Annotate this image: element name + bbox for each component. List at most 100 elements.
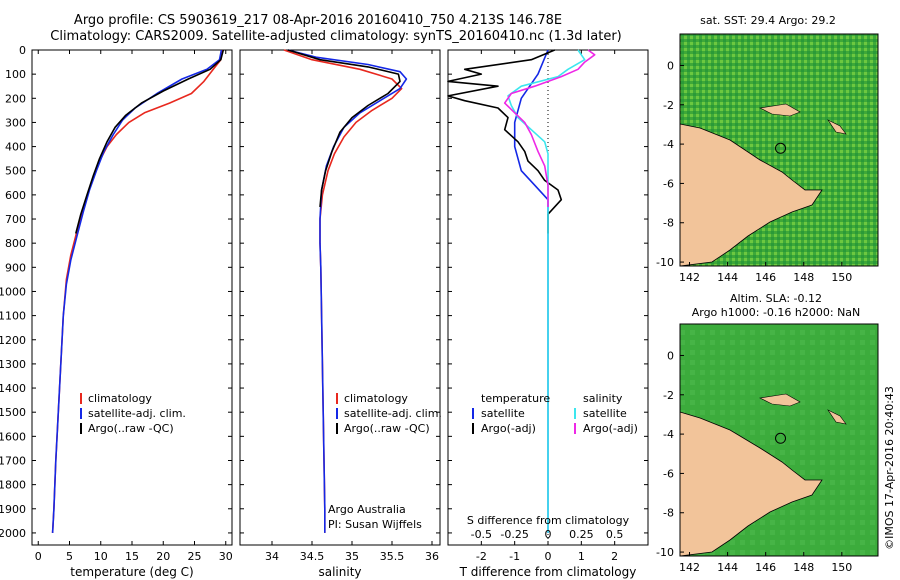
depth-tick-label: 100 bbox=[5, 68, 26, 81]
x-tick-label: 5 bbox=[66, 550, 73, 563]
sla-map-title-2: Argo h1000: -0.16 h2000: NaN bbox=[692, 306, 861, 319]
map-y-tick-label: -10 bbox=[656, 256, 674, 269]
x-tick-label: 25 bbox=[188, 550, 202, 563]
depth-tick-label: 200 bbox=[5, 92, 26, 105]
map-y-tick-label: 0 bbox=[667, 59, 674, 72]
map-y-tick-label: -6 bbox=[663, 177, 674, 190]
legend-label-climatology: climatology bbox=[344, 392, 408, 405]
x-tick-label: 1 bbox=[578, 550, 585, 563]
x-tick-label: 34 bbox=[265, 550, 279, 563]
map-y-tick-label: -8 bbox=[663, 507, 674, 520]
series-line-salinity-satellite bbox=[507, 49, 586, 533]
sst-map-frame bbox=[679, 33, 879, 267]
legend-swatch-climatology bbox=[336, 393, 338, 404]
header-line-2: Climatology: CARS2009. Satellite-adjuste… bbox=[50, 29, 622, 44]
map-x-tick-label: 148 bbox=[793, 561, 814, 574]
salinity-xlabel: salinity bbox=[318, 565, 361, 579]
differences-legend: temperature salinity satellite Argo(-adj… bbox=[472, 392, 638, 435]
temperature-xlabel: temperature (deg C) bbox=[70, 565, 193, 579]
land-island bbox=[759, 103, 801, 117]
depth-tick-label: 1100 bbox=[0, 310, 26, 323]
salinity-diff-tick-label: 0.5 bbox=[606, 528, 624, 541]
map-y-tick-label: -10 bbox=[656, 546, 674, 559]
legend-label-argo: Argo(..raw -QC) bbox=[88, 422, 174, 435]
salinity-diff-tick-label: 0 bbox=[545, 528, 552, 541]
header-line-1: Argo profile: CS 5903619_217 08-Apr-2016… bbox=[74, 13, 562, 28]
depth-tick-label: 2000 bbox=[0, 527, 26, 540]
series-line-temperature-argo-adj bbox=[447, 49, 563, 234]
depth-tick-label: 300 bbox=[5, 116, 26, 129]
x-tick-label: 36 bbox=[425, 550, 439, 563]
land-new-guinea bbox=[679, 123, 823, 267]
legend-swatch-temp-satellite bbox=[472, 408, 474, 419]
depth-tick-label: 1700 bbox=[0, 454, 26, 467]
depth-tick-label: 1500 bbox=[0, 406, 26, 419]
salinity-diff-axis-label: S difference from climatology bbox=[467, 514, 630, 527]
depth-tick-label: 1000 bbox=[0, 285, 26, 298]
depth-axis: 0 100 200 300 400 500 600 700 800 900 1000 1100 1200… bbox=[0, 44, 26, 540]
legend-label-satellite: satellite-adj. clim. bbox=[344, 407, 442, 420]
depth-tick-label: 500 bbox=[5, 165, 26, 178]
differences-xlabel: T difference from climatology bbox=[459, 565, 637, 579]
legend-title-temperature: temperature bbox=[481, 392, 550, 405]
land-island bbox=[827, 409, 847, 425]
differences-panel: -2 -1 0 1 2 S difference from climatology -0… bbox=[447, 49, 649, 579]
salinity-ticks: 34 34.5 35 35.5 36 bbox=[240, 49, 440, 563]
salinity-diff-tick-label: -0.25 bbox=[500, 528, 528, 541]
map-x-tick-label: 142 bbox=[679, 271, 700, 284]
legend-swatch-climatology bbox=[80, 393, 82, 404]
salinity-panel: 34 34.5 35 35.5 36 salinity climatology sate… bbox=[239, 49, 442, 579]
x-tick-label: -1 bbox=[509, 550, 520, 563]
x-tick-label: 0 bbox=[545, 550, 552, 563]
map-x-tick-label: 144 bbox=[717, 271, 738, 284]
argo-position-marker bbox=[775, 432, 787, 444]
series-line-argo-raw-qc bbox=[287, 49, 401, 208]
credit-line-2: PI: Susan Wijffels bbox=[328, 518, 422, 531]
land-new-guinea bbox=[679, 411, 823, 557]
temperature-ticks: 0 5 10 15 20 25 30 bbox=[32, 49, 233, 563]
legend-label-sal-satellite: satellite bbox=[583, 407, 627, 420]
legend-swatch-satellite bbox=[80, 408, 82, 419]
legend-title-salinity: salinity bbox=[583, 392, 623, 405]
salinity-legend: climatology satellite-adj. clim. Argo(..… bbox=[336, 392, 442, 435]
legend-label-sal-argo: Argo(-adj) bbox=[583, 422, 638, 435]
series-line-salinity-argo-adj bbox=[503, 49, 596, 207]
sla-map-ticks: 142 144 146 148 150 0 -2 -4 -6 -8 -10 bbox=[656, 349, 852, 574]
sla-map-panel: Altim. SLA: -0.12 Argo h1000: -0.16 h200… bbox=[656, 292, 879, 574]
x-tick-label: 35.5 bbox=[380, 550, 405, 563]
argo-position-marker bbox=[775, 142, 787, 154]
x-tick-label: 34.5 bbox=[300, 550, 325, 563]
depth-tick-label: 1200 bbox=[0, 334, 26, 347]
map-y-tick-label: -4 bbox=[663, 428, 674, 441]
salinity-diff-tick-label: -0.5 bbox=[471, 528, 492, 541]
x-tick-label: 2 bbox=[611, 550, 618, 563]
depth-tick-label: 1600 bbox=[0, 430, 26, 443]
legend-swatch-temp-argo bbox=[472, 423, 474, 434]
map-y-tick-label: -4 bbox=[663, 138, 674, 151]
legend-swatch-argo bbox=[80, 423, 82, 434]
map-x-tick-label: 146 bbox=[755, 561, 776, 574]
temperature-panel: 0 5 10 15 20 25 30 temperature (deg C) climato… bbox=[31, 49, 233, 579]
depth-tick-label: 600 bbox=[5, 189, 26, 202]
temperature-lines bbox=[51, 49, 225, 533]
sla-map-frame bbox=[679, 323, 879, 557]
differences-lines bbox=[447, 49, 596, 533]
legend-label-argo: Argo(..raw -QC) bbox=[344, 422, 430, 435]
map-x-tick-label: 142 bbox=[679, 561, 700, 574]
sst-map-title: sat. SST: 29.4 Argo: 29.2 bbox=[700, 14, 836, 27]
land-island bbox=[827, 119, 847, 135]
depth-tick-label: 1900 bbox=[0, 503, 26, 516]
x-tick-label: 30 bbox=[219, 550, 233, 563]
legend-swatch-sal-argo bbox=[574, 423, 576, 434]
depth-tick-label: 900 bbox=[5, 261, 26, 274]
salinity-diff-tick-labels: -0.5 -0.25 0 0.25 0.5 bbox=[471, 528, 624, 541]
map-y-tick-label: -2 bbox=[663, 99, 674, 112]
series-line-satellite-adj-clim bbox=[51, 49, 223, 533]
depth-tick-label: 1300 bbox=[0, 358, 26, 371]
differences-ticks: -2 -1 0 1 2 bbox=[448, 49, 648, 563]
x-tick-label: 35 bbox=[345, 550, 359, 563]
credit-line-1: Argo Australia bbox=[328, 503, 406, 516]
sst-map-panel: sat. SST: 29.4 Argo: 29.2 142 144 146 148 15… bbox=[656, 14, 879, 284]
sla-map-title-1: Altim. SLA: -0.12 bbox=[730, 292, 822, 305]
